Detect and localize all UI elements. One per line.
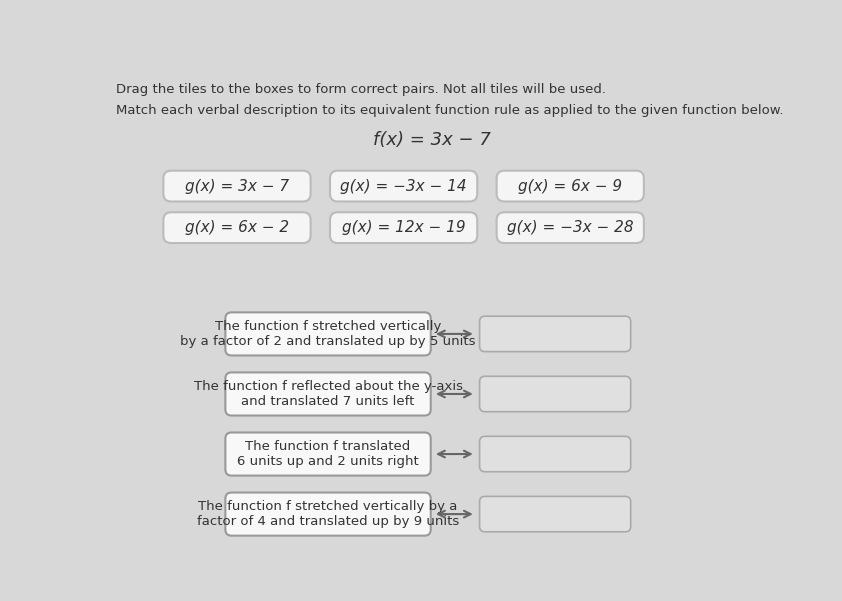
Text: The function f stretched vertically by a
factor of 4 and translated up by 9 unit: The function f stretched vertically by a… [197, 500, 459, 528]
Text: The function f translated
6 units up and 2 units right: The function f translated 6 units up and… [237, 440, 419, 468]
FancyBboxPatch shape [497, 212, 644, 243]
FancyBboxPatch shape [226, 373, 431, 415]
Text: The function f stretched vertically
by a factor of 2 and translated up by 5 unit: The function f stretched vertically by a… [180, 320, 476, 348]
Text: Drag the tiles to the boxes to form correct pairs. Not all tiles will be used.: Drag the tiles to the boxes to form corr… [116, 83, 606, 96]
Text: g(x) = 3x − 7: g(x) = 3x − 7 [185, 178, 289, 194]
FancyBboxPatch shape [480, 376, 631, 412]
FancyBboxPatch shape [226, 433, 431, 475]
Text: g(x) = −3x − 14: g(x) = −3x − 14 [340, 178, 467, 194]
FancyBboxPatch shape [330, 212, 477, 243]
FancyBboxPatch shape [226, 493, 431, 535]
Text: g(x) = −3x − 28: g(x) = −3x − 28 [507, 220, 633, 235]
Text: The function f reflected about the y-axis
and translated 7 units left: The function f reflected about the y-axi… [194, 380, 462, 408]
FancyBboxPatch shape [480, 496, 631, 532]
FancyBboxPatch shape [163, 171, 311, 201]
FancyBboxPatch shape [163, 212, 311, 243]
FancyBboxPatch shape [480, 436, 631, 472]
Text: f(x) = 3x − 7: f(x) = 3x − 7 [373, 130, 490, 148]
FancyBboxPatch shape [330, 171, 477, 201]
FancyBboxPatch shape [480, 316, 631, 352]
Text: g(x) = 6x − 9: g(x) = 6x − 9 [518, 178, 622, 194]
Text: Match each verbal description to its equivalent function rule as applied to the : Match each verbal description to its equ… [116, 105, 784, 117]
FancyBboxPatch shape [226, 313, 431, 355]
FancyBboxPatch shape [497, 171, 644, 201]
Text: g(x) = 12x − 19: g(x) = 12x − 19 [342, 220, 466, 235]
Text: g(x) = 6x − 2: g(x) = 6x − 2 [185, 220, 289, 235]
